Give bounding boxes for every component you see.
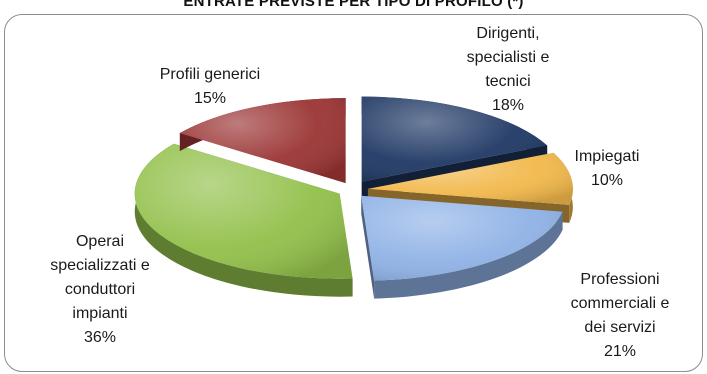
slice-label-line: dei servizi — [584, 319, 656, 336]
chart-frame — [4, 14, 703, 372]
slice-label: Impiegati 10% — [552, 145, 662, 193]
slice-label-line: conduttori — [64, 281, 136, 298]
slice-label-line: Impiegati — [574, 148, 640, 165]
slice-label: Dirigenti, specialisti e tecnici 18% — [438, 22, 578, 118]
slice-label-line: tecnici — [485, 73, 531, 90]
slice-label: Profili generici 15% — [135, 63, 285, 111]
slice-label: Operai specializzati e conduttori impianti 3… — [20, 230, 180, 350]
slice-label-line: specializzati e — [50, 257, 150, 274]
pie-slice-side — [134, 143, 353, 297]
slice-label: Professioni commerciali e dei servizi 21% — [540, 268, 700, 364]
slice-percent: 21% — [603, 343, 637, 360]
slice-percent: 10% — [590, 172, 624, 189]
slice-label-line: Profili generici — [159, 66, 261, 83]
slice-label-line: Professioni — [580, 271, 660, 288]
chart-title: ENTRATE PREVISTE PER TIPO DI PROFILO (*) — [183, 0, 524, 10]
pie-slice — [179, 98, 346, 184]
slice-label-line: impianti — [72, 305, 128, 322]
slice-label-line: Dirigenti, — [476, 25, 540, 42]
pie-slice-side — [361, 195, 563, 299]
slice-percent: 36% — [83, 329, 117, 346]
slice-percent: 15% — [193, 90, 227, 107]
pie-slice — [134, 143, 353, 297]
slice-label-line: commerciali e — [570, 295, 670, 312]
slice-percent: 18% — [491, 97, 525, 114]
slice-label-line: Operai — [75, 233, 125, 250]
slice-label-line: specialisti e — [466, 49, 550, 66]
pie-slice — [361, 195, 563, 299]
